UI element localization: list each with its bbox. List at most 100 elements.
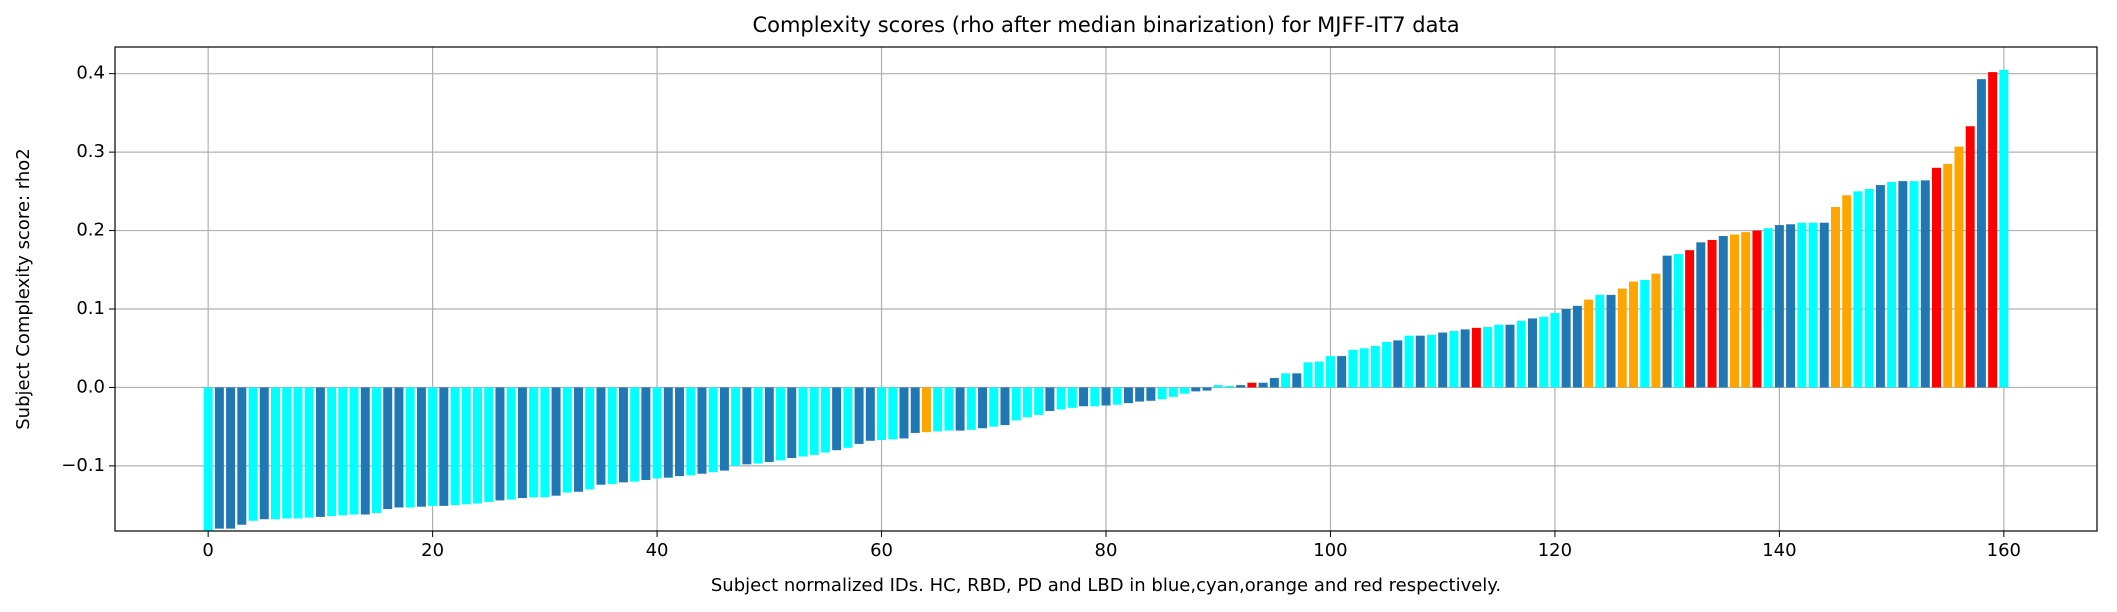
bar <box>933 387 943 432</box>
bar <box>663 387 673 478</box>
bar <box>282 387 292 519</box>
bar <box>944 387 954 431</box>
bar <box>776 387 786 461</box>
bar <box>1808 222 1818 388</box>
bar <box>1359 348 1369 388</box>
bar <box>304 387 314 518</box>
bar <box>315 387 325 517</box>
bar <box>1516 320 1526 388</box>
bar <box>899 387 909 439</box>
bar <box>921 387 931 433</box>
bar <box>1752 230 1762 388</box>
bar <box>1180 387 1190 394</box>
bar <box>1864 188 1874 388</box>
bar <box>1842 195 1852 388</box>
x-tick-label: 80 <box>1095 540 1118 561</box>
bar <box>1909 181 1919 388</box>
bars <box>203 69 2009 531</box>
bar <box>1157 387 1167 400</box>
bar <box>1707 239 1717 388</box>
bar <box>1090 387 1100 407</box>
bar <box>1314 361 1324 388</box>
bar <box>1079 387 1089 407</box>
bar <box>1303 362 1313 388</box>
bar <box>416 387 426 507</box>
bar <box>1932 167 1941 388</box>
bar <box>843 387 853 448</box>
x-tick-label: 0 <box>202 540 213 561</box>
bar <box>1236 385 1246 388</box>
bar <box>1494 324 1504 388</box>
bar <box>394 387 404 508</box>
bar <box>1696 242 1706 388</box>
bar <box>1045 387 1055 411</box>
bar <box>1101 387 1111 406</box>
bar <box>259 387 269 520</box>
bar <box>854 387 864 444</box>
x-axis-label: Subject normalized IDs. HC, RBD, PD and … <box>711 575 1501 596</box>
bar <box>1539 316 1549 388</box>
bar <box>1774 225 1784 388</box>
bar <box>1382 341 1392 388</box>
bar <box>327 387 337 517</box>
bar <box>1786 224 1796 388</box>
bar <box>349 387 359 515</box>
bar <box>652 387 662 479</box>
chart-title: Complexity scores (rho after median bina… <box>752 13 1459 37</box>
bar <box>1213 385 1223 388</box>
bar <box>1112 387 1122 405</box>
bar <box>1011 387 1021 421</box>
bar <box>596 387 606 485</box>
y-tick-label: 0.1 <box>76 298 105 319</box>
bar <box>888 387 898 440</box>
bar <box>1056 387 1066 410</box>
bar <box>1920 180 1930 388</box>
y-tick-label: 0.4 <box>76 63 105 84</box>
bar <box>742 387 752 465</box>
bar <box>719 387 729 471</box>
bar <box>1034 387 1044 415</box>
bar <box>1449 330 1459 388</box>
bar <box>1561 309 1571 388</box>
bar <box>1831 207 1840 388</box>
bar <box>832 387 842 451</box>
bar <box>1146 387 1156 401</box>
bar <box>484 387 494 502</box>
bar <box>248 387 258 521</box>
bar <box>955 387 965 431</box>
bar <box>1628 281 1638 388</box>
bar <box>338 387 348 516</box>
bar <box>787 387 797 459</box>
bar <box>1954 146 1964 388</box>
bar <box>1281 373 1291 388</box>
x-tick-label: 20 <box>421 540 444 561</box>
bar <box>1550 312 1560 388</box>
bar <box>1572 305 1582 388</box>
bar <box>1965 126 1975 388</box>
bar <box>910 387 920 433</box>
bar <box>1258 382 1268 388</box>
x-tick-label: 60 <box>870 540 893 561</box>
bar <box>1135 387 1145 402</box>
bar <box>753 387 763 464</box>
bar <box>1617 288 1627 388</box>
bar <box>1415 335 1425 388</box>
bar <box>585 387 595 490</box>
bar <box>1662 255 1672 388</box>
bar <box>798 387 808 457</box>
bar <box>517 387 527 499</box>
bar <box>1123 387 1133 404</box>
bar <box>383 387 393 510</box>
bar <box>1999 69 2009 388</box>
bar <box>1527 318 1537 388</box>
bar <box>1269 378 1279 388</box>
bar <box>630 387 640 482</box>
bar <box>1741 232 1751 388</box>
bar <box>551 387 561 496</box>
bar <box>372 387 381 513</box>
bar <box>293 387 303 519</box>
bar <box>271 387 280 520</box>
bar <box>1718 236 1728 388</box>
bar <box>1853 191 1863 388</box>
